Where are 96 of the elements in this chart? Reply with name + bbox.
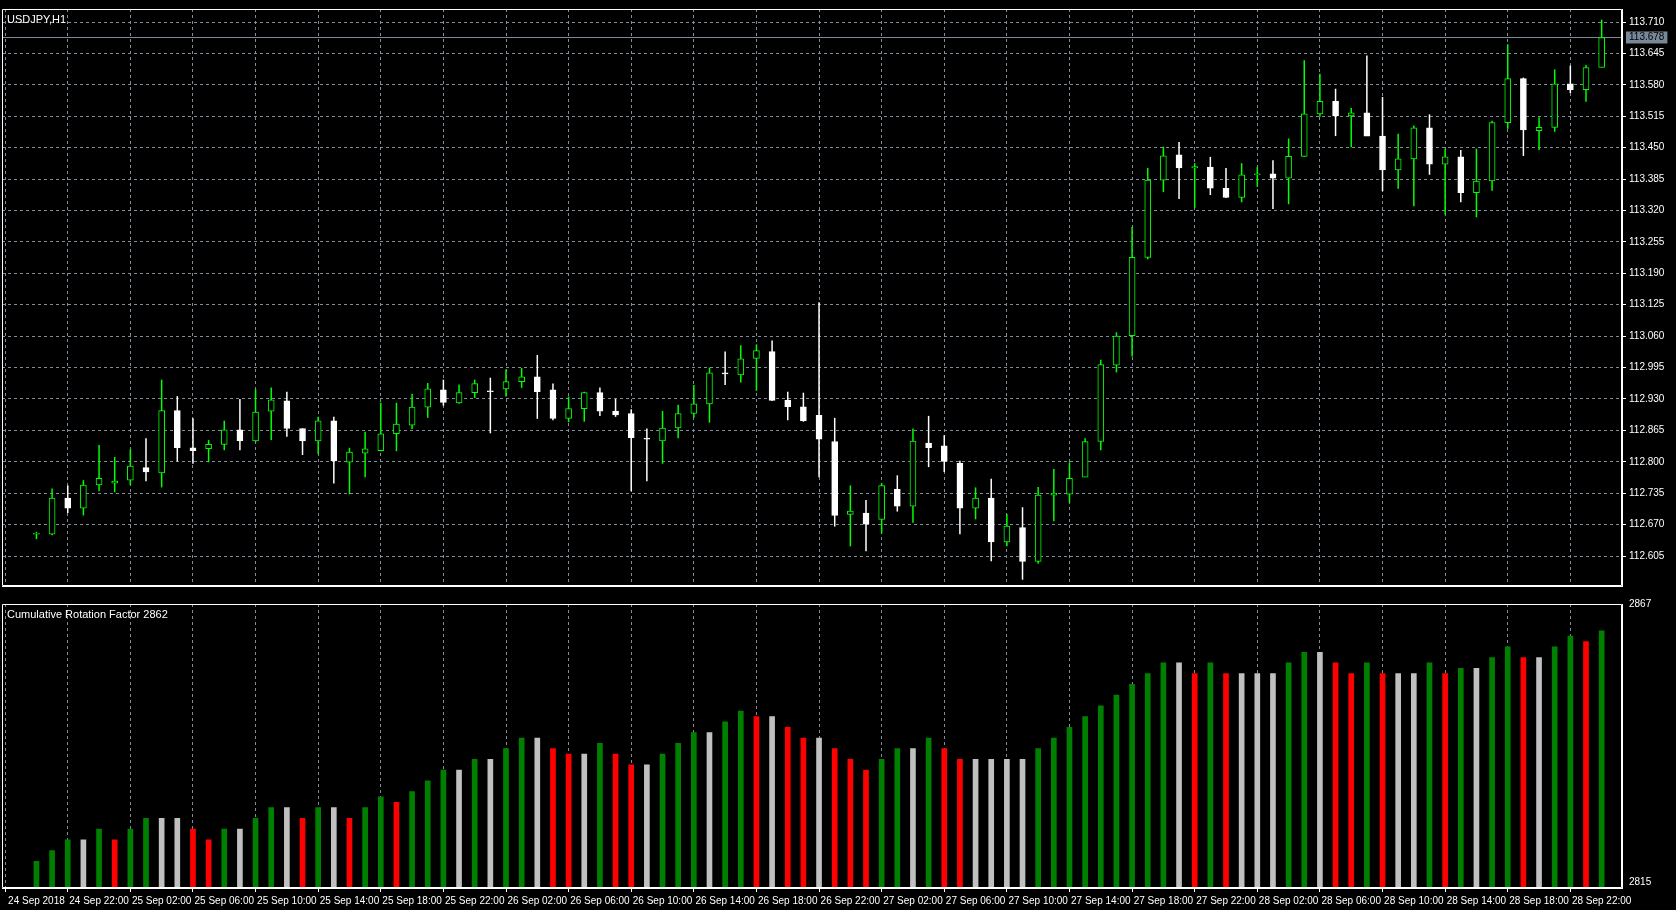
x-tick-label: 26 Sep 06:00 [570, 894, 631, 906]
y-tick-label: 113.515 [1629, 110, 1665, 122]
x-tick-label: 28 Sep 06:00 [1321, 894, 1382, 906]
candlestick [424, 382, 432, 419]
candlestick [659, 410, 666, 465]
candlestick [1253, 166, 1261, 188]
y-tick-label: 112.735 [1629, 486, 1665, 498]
candlestick [784, 390, 792, 421]
candlestick [1332, 87, 1339, 137]
candlestick [314, 416, 322, 455]
candlestick [377, 402, 385, 452]
x-tick-label: 28 Sep 18:00 [1509, 894, 1570, 906]
x-tick-label: 27 Sep 18:00 [1133, 894, 1194, 906]
candlestick [440, 378, 447, 407]
candlestick [674, 404, 682, 439]
y-tick-label: 113.645 [1629, 47, 1665, 59]
x-tick-label: 28 Sep 22:00 [1571, 894, 1632, 906]
x-tick-label: 27 Sep 14:00 [1071, 894, 1131, 906]
y-tick-label: 112.605 [1629, 549, 1665, 561]
y-tick-label: 113.385 [1629, 172, 1665, 184]
candlestick [1473, 147, 1480, 219]
candlestick [800, 391, 807, 423]
y-tick-label: 113.060 [1629, 329, 1665, 341]
y-tick-label: 113.255 [1629, 235, 1665, 247]
x-tick-label: 24 Sep 22:00 [69, 894, 130, 906]
candlestick [893, 474, 901, 513]
candlestick [1160, 145, 1167, 193]
y-tick-label: 2815 [1629, 876, 1652, 888]
y-tick-label: 112.930 [1629, 392, 1665, 404]
x-tick-label: 27 Sep 22:00 [1196, 894, 1257, 906]
candlestick [487, 376, 494, 435]
candlestick [518, 367, 525, 389]
y-tick-label: 113.450 [1629, 141, 1665, 153]
candlestick [565, 395, 572, 423]
y-tick-label: 113.710 [1629, 15, 1665, 27]
chart-title: Cumulative Rotation Factor 2862 [7, 607, 168, 620]
x-tick-label: 25 Sep 18:00 [382, 894, 443, 906]
x-tick-label: 25 Sep 02:00 [131, 894, 192, 906]
candlestick [267, 386, 275, 441]
x-tick-label: 28 Sep 02:00 [1258, 894, 1319, 906]
candlestick [205, 439, 212, 464]
x-tick-label: 27 Sep 10:00 [1008, 894, 1069, 906]
candlestick [753, 343, 760, 392]
x-tick-label: 27 Sep 02:00 [883, 894, 944, 906]
candlestick [127, 448, 134, 486]
candlestick [940, 434, 948, 473]
candlestick [627, 408, 635, 493]
candlestick [690, 384, 698, 419]
y-tick-label: 112.670 [1629, 518, 1665, 530]
candlestick [220, 419, 228, 451]
candlestick [1567, 64, 1574, 94]
y-tick-label: 2867 [1629, 597, 1652, 609]
candlestick [643, 427, 651, 482]
x-tick-label: 25 Sep 10:00 [257, 894, 318, 906]
candlestick [1207, 156, 1214, 196]
candlestick [1285, 137, 1292, 205]
y-tick-label: 113.580 [1629, 78, 1665, 90]
candlestick [972, 486, 979, 521]
candlestick [1050, 468, 1058, 522]
candlestick [346, 447, 353, 495]
x-tick-label: 26 Sep 14:00 [695, 894, 756, 906]
candlestick [189, 417, 197, 465]
candlestick [847, 484, 854, 548]
candlestick [1191, 162, 1199, 209]
x-tick-label: 27 Sep 06:00 [945, 894, 1006, 906]
y-tick-label: 112.800 [1629, 455, 1665, 467]
candlestick [1238, 162, 1245, 204]
x-tick-label: 25 Sep 14:00 [319, 894, 380, 906]
y-tick-label: 113.125 [1629, 298, 1665, 310]
candlestick [299, 427, 306, 456]
chart-title: USDJPY,H1 [7, 12, 67, 25]
candlestick [1394, 132, 1402, 190]
y-tick-label: 112.865 [1629, 424, 1665, 436]
y-tick-label: 113.320 [1629, 204, 1665, 216]
candlestick [471, 378, 479, 399]
x-tick-label: 28 Sep 14:00 [1446, 894, 1507, 906]
x-tick-label: 26 Sep 02:00 [507, 894, 568, 906]
x-tick-label: 25 Sep 22:00 [444, 894, 505, 906]
x-tick-label: 26 Sep 10:00 [632, 894, 693, 906]
candlestick [393, 402, 400, 452]
y-tick-label: 112.995 [1629, 361, 1665, 373]
x-tick-label: 26 Sep 22:00 [820, 894, 881, 906]
candlestick [737, 344, 745, 384]
candlestick [533, 354, 541, 420]
candlestick [64, 484, 72, 514]
candlestick [80, 479, 87, 517]
x-tick-label: 28 Sep 10:00 [1384, 894, 1445, 906]
x-tick-label: 26 Sep 18:00 [757, 894, 818, 906]
x-tick-label: 24 Sep 2018 [8, 894, 66, 906]
x-tick-label: 25 Sep 06:00 [194, 894, 255, 906]
y-tick-label: 113.190 [1629, 267, 1665, 279]
candlestick [580, 390, 588, 423]
candlestick [1066, 461, 1073, 504]
candlestick [721, 350, 729, 386]
ref-line-label: 113.678 [1629, 31, 1665, 43]
candlestick [925, 415, 932, 468]
